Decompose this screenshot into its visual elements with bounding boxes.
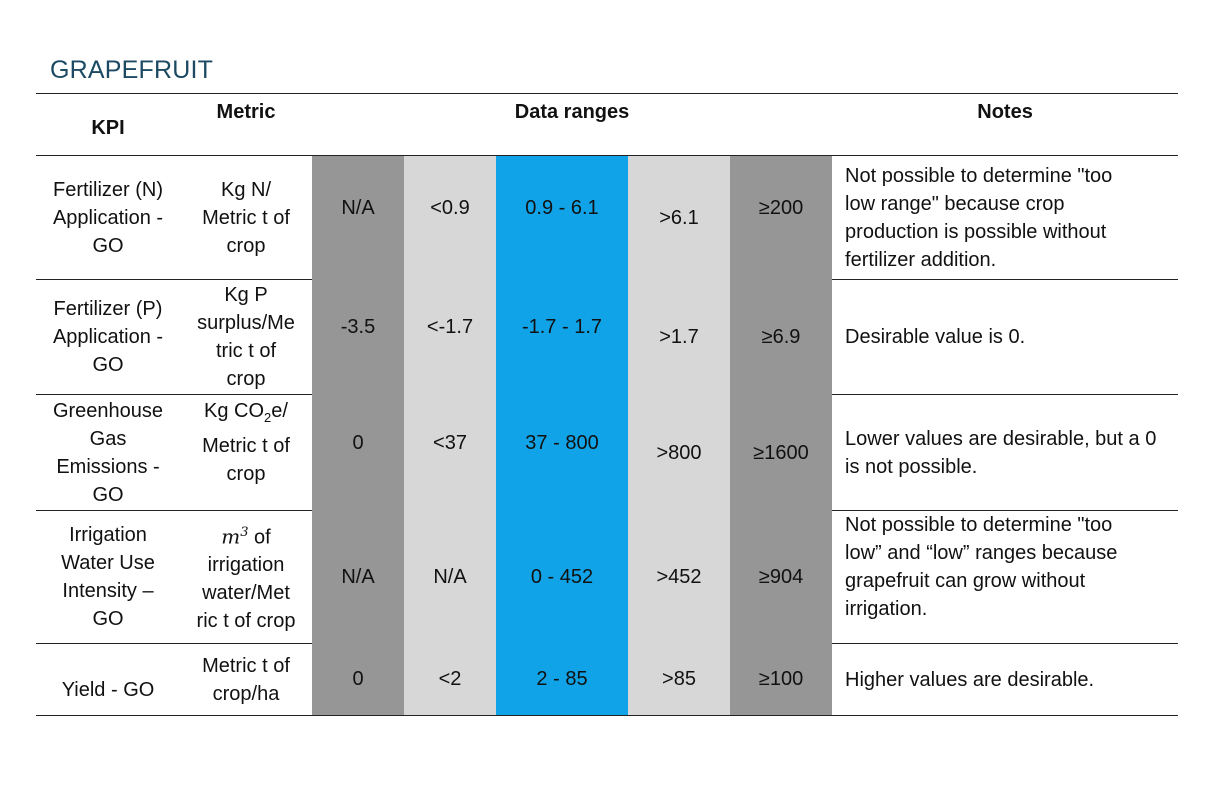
range-too-low: N/A (312, 510, 404, 644)
range-desirable: 2 - 85 (496, 643, 628, 716)
kpi-table: KPI Metric Data ranges Notes Fertilizer … (36, 93, 1179, 716)
notes-cell: Not possible to determine "too low range"… (832, 155, 1179, 280)
range-low: <37 (404, 394, 496, 511)
kpi-cell: Fertilizer (P) Application - GO (36, 279, 180, 395)
page-title: GRAPEFRUIT (50, 56, 214, 84)
range-too-low: N/A (312, 155, 404, 280)
range-too-high: ≥100 (730, 643, 833, 716)
range-too-low: -3.5 (312, 279, 404, 395)
range-high: >85 (628, 643, 730, 716)
notes-cell: Lower values are desirable, but a 0 is no… (832, 394, 1179, 511)
range-desirable: 37 - 800 (496, 394, 628, 511)
range-low: N/A (404, 510, 496, 644)
kpi-cell: Irrigation Water Use Intensity – GO (36, 510, 180, 644)
header-row: KPI Metric Data ranges Notes (36, 93, 1179, 156)
kpi-cell: Yield - GO (36, 643, 180, 716)
range-too-low: 0 (312, 643, 404, 716)
range-desirable: 0 - 452 (496, 510, 628, 644)
range-too-high: ≥200 (730, 155, 833, 280)
range-low: <0.9 (404, 155, 496, 280)
kpi-cell: Greenhouse Gas Emissions - GO (36, 394, 180, 511)
range-high: >800 (628, 394, 730, 511)
notes-cell: Desirable value is 0. (832, 279, 1179, 395)
header-data-ranges: Data ranges (312, 93, 833, 156)
metric-cell: Metric t of crop/ha (180, 643, 312, 716)
range-too-low: 0 (312, 394, 404, 511)
metric-cell: Kg N/Metric t of crop (180, 155, 312, 280)
range-low: <-1.7 (404, 279, 496, 395)
range-desirable: -1.7 - 1.7 (496, 279, 628, 395)
header-kpi: KPI (36, 93, 180, 156)
range-too-high: ≥6.9 (730, 279, 833, 395)
range-desirable: 0.9 - 6.1 (496, 155, 628, 280)
metric-cell: Kg CO2e/ Metric t of crop (180, 394, 312, 511)
range-high: >6.1 (628, 155, 730, 280)
range-too-high: ≥904 (730, 510, 833, 644)
range-high: >452 (628, 510, 730, 644)
table-row: Irrigation Water Use Intensity – GO m3 of i… (36, 510, 1179, 644)
table-row: Greenhouse Gas Emissions - GO Kg CO2e/ Metr… (36, 394, 1179, 511)
header-notes: Notes (832, 93, 1179, 156)
notes-cell: Higher values are desirable. (832, 643, 1179, 716)
notes-cell: Not possible to determine "too low” and “… (832, 510, 1179, 644)
range-high: >1.7 (628, 279, 730, 395)
table-row: Yield - GO Metric t of crop/ha 0 <2 2 - 8… (36, 643, 1179, 716)
metric-cell: m3 of irrigation water/Met ric t of crop (180, 510, 312, 644)
table-row: Fertilizer (N) Application - GO Kg N/Metri… (36, 155, 1179, 280)
range-low: <2 (404, 643, 496, 716)
kpi-cell: Fertilizer (N) Application - GO (36, 155, 180, 280)
header-metric: Metric (180, 93, 312, 156)
range-too-high: ≥1600 (730, 394, 833, 511)
